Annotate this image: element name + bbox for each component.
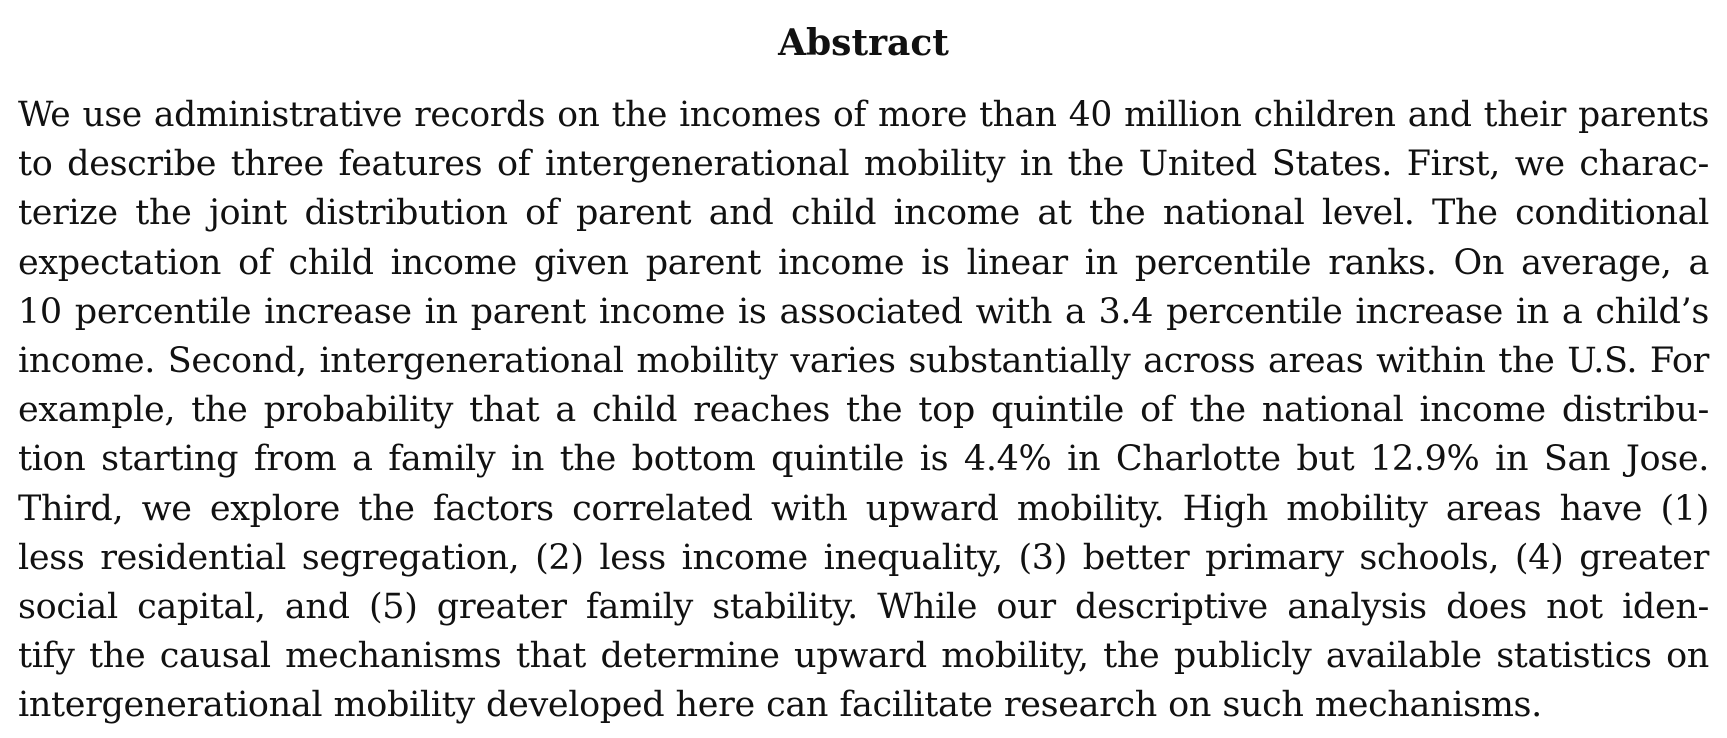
abstract-line: tion starting from a family in the botto… bbox=[18, 439, 1709, 480]
abstract-line: social capital, and (5) greater family s… bbox=[18, 586, 1709, 627]
abstract-body: We use administrative records on the inc… bbox=[18, 91, 1709, 730]
abstract-line: expectation of child income given parent… bbox=[18, 242, 1709, 283]
abstract-line: tify the causal mechanisms that determin… bbox=[18, 636, 1709, 677]
abstract-line: income. Second, intergenerational mobili… bbox=[18, 340, 1709, 381]
abstract-heading: Abstract bbox=[778, 22, 949, 64]
abstract-line: less residential segregation, (2) less i… bbox=[18, 537, 1709, 578]
abstract-line: to describe three features of intergener… bbox=[18, 144, 1709, 185]
abstract-line: Third, we explore the factors correlated… bbox=[18, 488, 1709, 529]
abstract-line: We use administrative records on the inc… bbox=[18, 95, 1709, 135]
abstract-line: 10 percentile increase in parent income … bbox=[18, 291, 1709, 332]
abstract-line: example, the probability that a child re… bbox=[18, 390, 1709, 431]
abstract-line: terize the joint distribution of parent … bbox=[18, 193, 1709, 234]
abstract-line: intergenerational mobility developed her… bbox=[18, 685, 1542, 726]
